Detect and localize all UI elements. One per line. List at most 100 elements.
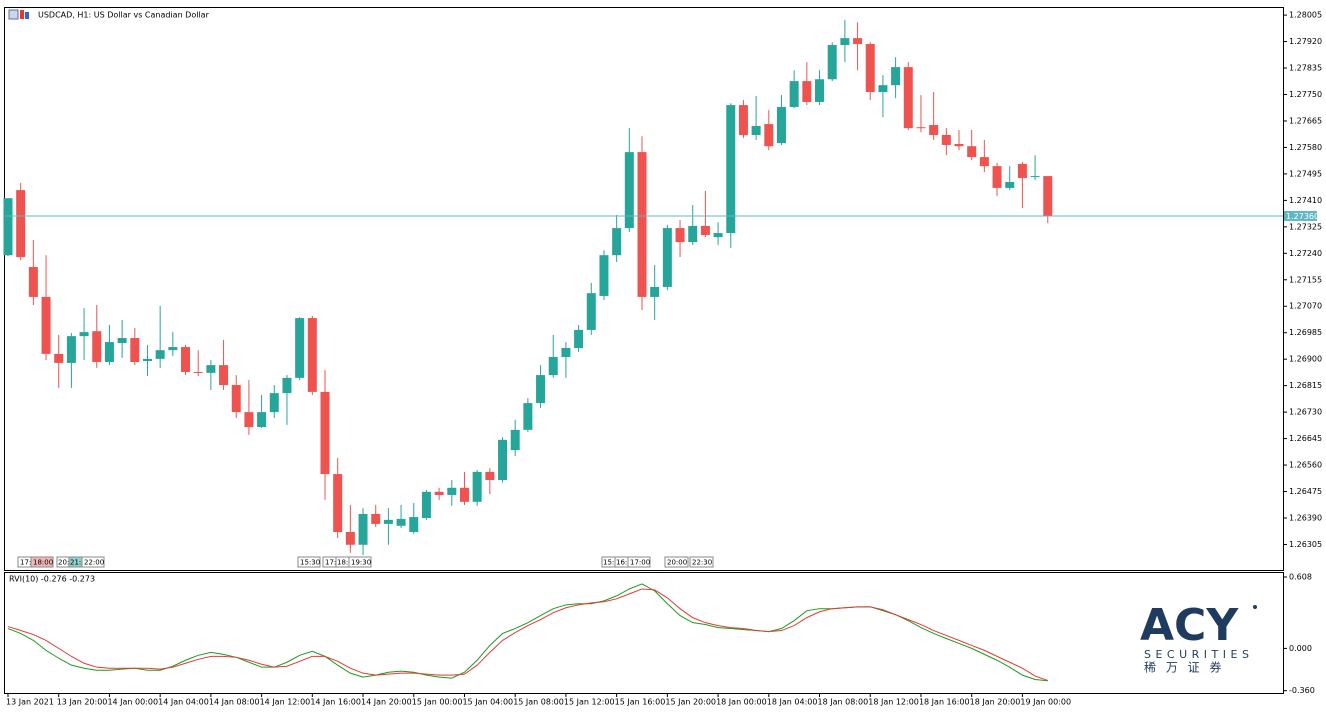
event-markers: 17: 18:00 20: 21: 22:00 15:30 17: 18: 19…	[17, 556, 714, 568]
y-tick-label: 1.26560	[1289, 461, 1322, 470]
event-marker: 19:30	[351, 559, 371, 567]
candle-body	[206, 365, 216, 373]
candle-body	[802, 81, 812, 102]
x-tick-label: 15 Jan 04:00	[462, 698, 513, 707]
event-marker: 17:	[20, 559, 31, 567]
candle-body	[967, 146, 977, 158]
candle-body	[282, 377, 292, 394]
candle-body	[28, 267, 38, 297]
y-tick-label: 1.26390	[1289, 513, 1322, 522]
event-marker: 21:	[70, 559, 81, 567]
candle-body	[244, 412, 254, 428]
y-tick-label: 1.27325	[1289, 222, 1322, 231]
y-tick-label: -0.360	[1289, 686, 1315, 695]
candle-body	[54, 353, 64, 363]
candle-body	[688, 225, 698, 243]
y-tick-label: 1.27835	[1289, 64, 1322, 73]
candle-body	[941, 134, 951, 145]
event-marker: 17:00	[630, 559, 650, 567]
candle-body	[637, 152, 647, 297]
y-tick-label: 1.27410	[1289, 196, 1322, 205]
event-marker: 22:00	[84, 559, 104, 567]
x-tick-label: 14 Jan 04:00	[158, 698, 209, 707]
y-tick-label: 1.26815	[1289, 381, 1322, 390]
y-tick-label: 1.27750	[1289, 90, 1322, 99]
candle-body	[117, 338, 127, 343]
x-tick-label: 18 Jan 04:00	[767, 698, 818, 707]
current-price-label: 1.27360	[1286, 212, 1319, 221]
x-tick-label: 14 Jan 08:00	[209, 698, 260, 707]
candle-body	[574, 329, 584, 348]
candle-body	[421, 491, 431, 518]
candle-body	[79, 332, 89, 337]
y-tick-label: 1.28005	[1289, 11, 1322, 20]
x-tick-label: 14 Jan 16:00	[310, 698, 361, 707]
x-tick-label: 14 Jan 00:00	[107, 698, 158, 707]
candle-body	[498, 439, 508, 481]
candle-body	[751, 125, 761, 135]
event-marker: 20:00	[667, 559, 687, 567]
candle-body	[599, 255, 609, 296]
candle-body	[307, 318, 317, 392]
y-tick-label: 1.26730	[1289, 408, 1322, 417]
x-tick-label: 15 Jan 12:00	[564, 698, 615, 707]
y-tick-label: 1.26985	[1289, 328, 1322, 337]
candle-body	[903, 67, 913, 129]
candle-body	[929, 125, 939, 135]
x-tick-label: 13 Jan 2021	[6, 698, 54, 707]
chart-title: USDCAD, H1: US Dollar vs Canadian Dollar	[38, 11, 210, 20]
x-tick-label: 14 Jan 12:00	[260, 698, 311, 707]
x-tick-label: 15 Jan 20:00	[665, 698, 716, 707]
y-tick-label: 1.26900	[1289, 355, 1322, 364]
indicator-frame	[4, 572, 1284, 694]
candle-body	[891, 67, 901, 86]
y-tick-label: 1.27155	[1289, 275, 1322, 284]
x-tick-label: 18 Jan 08:00	[818, 698, 869, 707]
candle-body	[1017, 163, 1027, 178]
candle-body	[142, 358, 152, 362]
candle-body	[536, 375, 546, 404]
y-tick-label: 1.27495	[1289, 169, 1322, 178]
candle-body	[853, 38, 863, 45]
y-tick-label: 1.26305	[1289, 540, 1322, 549]
candle-body	[383, 519, 393, 524]
candle-body	[561, 347, 571, 358]
main-frame	[4, 7, 1284, 571]
event-marker: 15:30	[300, 559, 320, 567]
candle-body	[586, 293, 596, 330]
candle-body	[815, 79, 825, 102]
indicator-line	[7, 588, 1048, 681]
y-tick-label: 1.27240	[1289, 249, 1322, 258]
event-marker: 18:00	[33, 559, 53, 567]
candle-body	[675, 228, 685, 243]
logo-brand: ACY	[1140, 600, 1239, 651]
candle-body	[776, 106, 786, 144]
candle-body	[257, 412, 267, 428]
candle-body	[447, 487, 457, 495]
y-tick-label: 1.27665	[1289, 116, 1322, 125]
event-marker: 15:	[603, 559, 614, 567]
candle-body	[104, 342, 114, 362]
y-tick-label: 1.27920	[1289, 37, 1322, 46]
candle-body	[523, 403, 533, 430]
candle-body	[295, 318, 305, 378]
event-marker: 18:	[337, 559, 348, 567]
x-tick-label: 13 Jan 20:00	[57, 698, 108, 707]
x-tick-label: 18 Jan 00:00	[716, 698, 767, 707]
candle-body	[713, 233, 723, 238]
x-tick-label: 15 Jan 00:00	[412, 698, 463, 707]
candle-body	[1030, 176, 1040, 178]
candle-body	[434, 491, 444, 495]
candle-body	[333, 474, 343, 533]
candle-body	[345, 532, 355, 545]
candle-body	[358, 513, 368, 545]
candle-body	[66, 336, 76, 363]
event-marker: 16:	[616, 559, 627, 567]
candle-body	[155, 350, 165, 359]
y-tick-label: 1.26645	[1289, 434, 1322, 443]
candle-body	[459, 487, 469, 502]
candle-body	[827, 44, 837, 80]
candle-body	[662, 228, 672, 287]
candle-body	[472, 471, 482, 502]
